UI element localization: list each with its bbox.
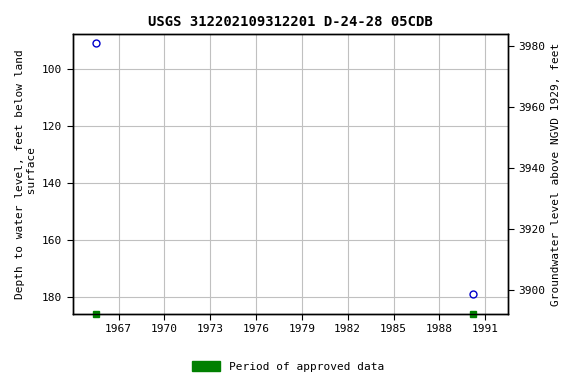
Legend: Period of approved data: Period of approved data	[188, 357, 388, 377]
Title: USGS 312202109312201 D-24-28 05CDB: USGS 312202109312201 D-24-28 05CDB	[148, 15, 433, 29]
Y-axis label: Groundwater level above NGVD 1929, feet: Groundwater level above NGVD 1929, feet	[551, 43, 561, 306]
Y-axis label: Depth to water level, feet below land
 surface: Depth to water level, feet below land su…	[15, 49, 37, 299]
